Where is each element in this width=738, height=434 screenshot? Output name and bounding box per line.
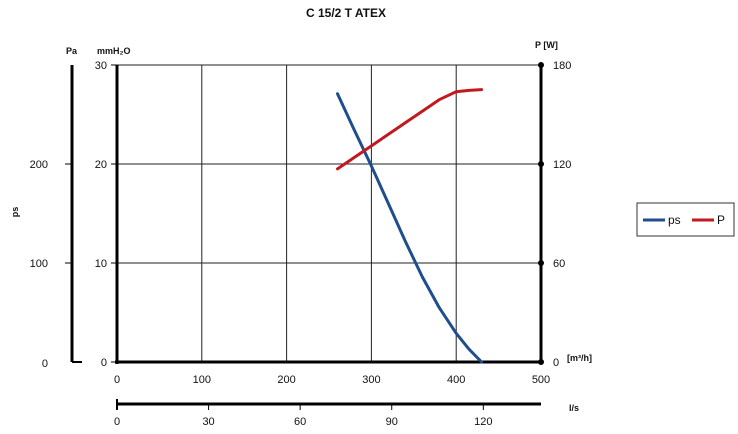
power-unit-label: P [W] bbox=[535, 40, 558, 50]
axes bbox=[65, 62, 544, 410]
series-line-ps bbox=[336, 92, 484, 364]
grid bbox=[117, 64, 541, 362]
ls-unit-label: l/s bbox=[569, 403, 579, 413]
x-tick-label: 300 bbox=[362, 374, 380, 386]
ls-tick-label: 0 bbox=[114, 416, 120, 428]
ls-tick-label: 90 bbox=[386, 416, 398, 428]
x-tick-label: 200 bbox=[277, 374, 295, 386]
mmh2o-unit-label: mmH₂O bbox=[97, 46, 131, 56]
legend-label-ps: ps bbox=[668, 213, 681, 227]
series bbox=[336, 88, 484, 364]
right-tick-dot bbox=[538, 359, 544, 365]
ps-axis-label: ps bbox=[10, 207, 20, 218]
pa-tick-label: 100 bbox=[30, 258, 48, 270]
chart-title: C 15/2 T ATEX bbox=[306, 6, 386, 20]
ls-tick-label: 60 bbox=[294, 416, 306, 428]
right-tick-label: 120 bbox=[553, 159, 571, 171]
x-tick-label: 0 bbox=[114, 374, 120, 386]
legend-label-p: P bbox=[717, 213, 725, 227]
pa-tick-label: 0 bbox=[42, 358, 48, 370]
right-tick-dot bbox=[538, 62, 544, 68]
right-tick-dot bbox=[538, 161, 544, 167]
left-tick-label: 10 bbox=[95, 258, 107, 270]
right-tick-label: 0 bbox=[553, 357, 559, 369]
right-tick-dot bbox=[538, 260, 544, 266]
x-tick-label: 400 bbox=[447, 374, 465, 386]
x-unit-label: [m³/h] bbox=[567, 353, 592, 363]
ls-tick-label: 120 bbox=[474, 416, 492, 428]
ls-tick-label: 30 bbox=[202, 416, 214, 428]
left-tick-label: 20 bbox=[95, 159, 107, 171]
pa-unit-label: Pa bbox=[66, 46, 78, 56]
right-tick-label: 180 bbox=[553, 60, 571, 72]
left-tick-label: 0 bbox=[101, 357, 107, 369]
pa-tick-label: 200 bbox=[30, 159, 48, 171]
right-tick-label: 60 bbox=[553, 258, 565, 270]
x-tick-label: 500 bbox=[532, 374, 550, 386]
series-line-p bbox=[336, 88, 484, 171]
x-tick-label: 100 bbox=[193, 374, 211, 386]
left-tick-label: 30 bbox=[95, 60, 107, 72]
legend: ps P bbox=[636, 202, 735, 237]
